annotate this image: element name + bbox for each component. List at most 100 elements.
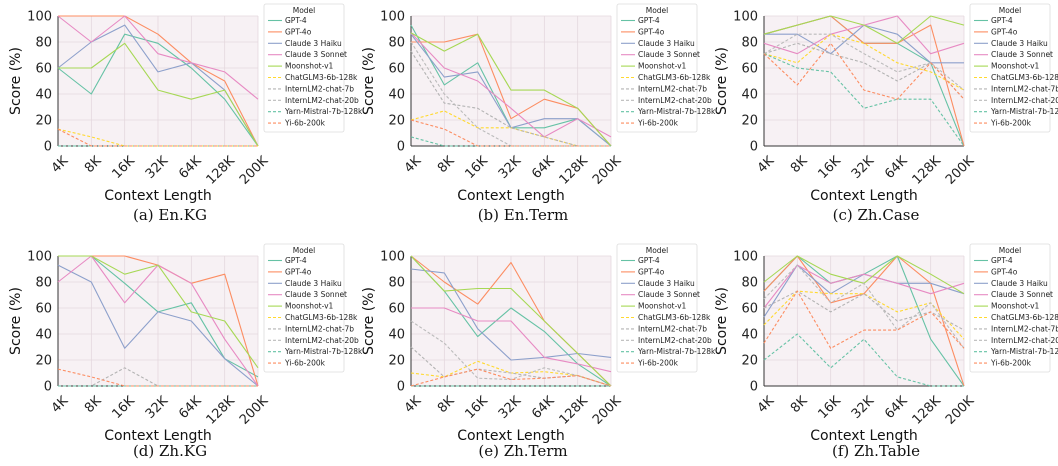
series-line-moonshot-v1 bbox=[410, 32, 612, 147]
legend-label-claude-3-sonnet: Claude 3 Sonnet bbox=[285, 290, 347, 299]
y-tick-label: 0 bbox=[750, 140, 758, 155]
legend-label-internlm2-chat-7b: InternLM2-chat-7b bbox=[285, 84, 354, 93]
legend-title: Model bbox=[293, 6, 316, 15]
legend-label-chatglm3-6b-128k: ChatGLM3-6b-128k bbox=[991, 313, 1058, 322]
legend-label-internlm2-chat-7b: InternLM2-chat-7b bbox=[638, 324, 707, 333]
series-line-yi-6b-200k bbox=[763, 42, 965, 100]
series-group bbox=[57, 255, 259, 387]
x-axis-title: Context Length bbox=[104, 188, 212, 204]
x-tick-label: 128K bbox=[910, 153, 945, 188]
series-line-yi-6b-200k bbox=[763, 290, 965, 349]
caption-zh-case: (c) Zh.Case bbox=[832, 206, 920, 224]
legend-label-claude-3-haiku: Claude 3 Haiku bbox=[991, 39, 1048, 48]
x-tick-label: 200K bbox=[237, 393, 272, 428]
y-tick-label: 80 bbox=[388, 276, 405, 291]
y-axis-title: Score (%) bbox=[361, 287, 377, 355]
x-tick-label: 16K bbox=[110, 393, 139, 422]
legend-label-gpt-4o: GPT-4o bbox=[991, 27, 1018, 36]
legend-label-gpt-4: GPT-4 bbox=[285, 16, 307, 25]
x-tick-label: 128K bbox=[557, 393, 592, 428]
y-tick-label: 0 bbox=[44, 140, 52, 155]
x-tick-label: 64K bbox=[882, 393, 911, 422]
series-line-yarn-mistral-7b-128k bbox=[763, 53, 965, 147]
legend-label-moonshot-v1: Moonshot-v1 bbox=[991, 302, 1040, 311]
y-tick-label: 60 bbox=[741, 302, 758, 317]
chart-zh-case: 0 20 40 60 80 100 4K 8K 16K 32K 64K 128K 200K Context… bbox=[714, 3, 1058, 204]
series-line-internlm2-chat-20b bbox=[763, 264, 965, 349]
x-axis-title: Context Length bbox=[457, 428, 565, 444]
series-line-internlm2-chat-7b bbox=[410, 50, 611, 147]
y-tick-label: 80 bbox=[35, 36, 52, 51]
legend-label-internlm2-chat-20b: InternLM2-chat-20b bbox=[638, 96, 712, 105]
legend-label-yarn-mistral-7b-128k: Yarn-Mistral-7b-128k bbox=[637, 347, 716, 356]
caption-en-kg: (a) En.KG bbox=[133, 206, 207, 224]
legend-title: Model bbox=[646, 246, 669, 255]
x-tick-label: 8K bbox=[82, 393, 105, 416]
legend-label-claude-3-haiku: Claude 3 Haiku bbox=[285, 279, 342, 288]
x-axis-title: Context Length bbox=[457, 188, 565, 204]
series-line-claude-3-sonnet bbox=[411, 307, 612, 373]
series-group bbox=[763, 255, 965, 387]
y-axis-title: Score (%) bbox=[8, 287, 24, 355]
x-tick-label: 16K bbox=[463, 393, 492, 422]
legend-label-yi-6b-200k: Yi-6b-200k bbox=[284, 119, 326, 128]
y-axis-title: Score (%) bbox=[714, 287, 730, 355]
series-line-yi-6b-200k bbox=[410, 368, 612, 387]
legend-label-yarn-mistral-7b-128k: Yarn-Mistral-7b-128k bbox=[637, 107, 716, 116]
y-tick-label: 40 bbox=[741, 88, 758, 103]
x-tick-label: 16K bbox=[816, 153, 845, 182]
legend-label-yi-6b-200k: Yi-6b-200k bbox=[990, 359, 1032, 368]
y-tick-label: 60 bbox=[388, 62, 405, 77]
y-tick-label: 20 bbox=[388, 114, 405, 129]
legend-label-chatglm3-6b-128k: ChatGLM3-6b-128k bbox=[991, 73, 1058, 82]
y-tick-label: 40 bbox=[741, 328, 758, 343]
legend-label-claude-3-sonnet: Claude 3 Sonnet bbox=[638, 290, 700, 299]
y-tick-label: 40 bbox=[35, 328, 52, 343]
series-line-moonshot-v1 bbox=[410, 255, 612, 387]
y-tick-label: 100 bbox=[733, 250, 758, 265]
legend-label-claude-3-sonnet: Claude 3 Sonnet bbox=[991, 290, 1053, 299]
x-tick-label: 16K bbox=[463, 153, 492, 182]
series-line-yi-6b-200k bbox=[57, 368, 258, 387]
legend-label-yarn-mistral-7b-128k: Yarn-Mistral-7b-128k bbox=[284, 107, 363, 116]
legend-label-moonshot-v1: Moonshot-v1 bbox=[285, 302, 334, 311]
x-tick-label: 4K bbox=[755, 153, 778, 176]
series-line-claude-3-haiku bbox=[57, 264, 259, 387]
series-line-moonshot-v1 bbox=[763, 15, 965, 44]
legend-box bbox=[616, 243, 698, 373]
legend-label-claude-3-haiku: Claude 3 Haiku bbox=[991, 279, 1048, 288]
legend-label-chatglm3-6b-128k: ChatGLM3-6b-128k bbox=[285, 73, 358, 82]
series-line-moonshot-v1 bbox=[58, 255, 259, 369]
y-tick-label: 60 bbox=[35, 62, 52, 77]
series-line-yarn-mistral-7b-128k bbox=[763, 333, 964, 387]
y-tick-label: 40 bbox=[35, 88, 52, 103]
y-axis-title: Score (%) bbox=[8, 47, 24, 115]
legend-label-claude-3-haiku: Claude 3 Haiku bbox=[638, 39, 695, 48]
x-tick-label: 200K bbox=[590, 393, 625, 428]
x-tick-label: 64K bbox=[176, 393, 205, 422]
y-tick-label: 60 bbox=[741, 62, 758, 77]
legend-label-gpt-4: GPT-4 bbox=[991, 256, 1013, 265]
legend-label-gpt-4: GPT-4 bbox=[638, 16, 660, 25]
y-tick-label: 80 bbox=[741, 276, 758, 291]
chart-en-kg: 0 20 40 60 80 100 4K 8K 16K 32K 64K 128K 200K Context… bbox=[8, 3, 363, 204]
legend-label-internlm2-chat-20b: InternLM2-chat-20b bbox=[991, 336, 1058, 345]
legend-label-internlm2-chat-20b: InternLM2-chat-20b bbox=[638, 336, 712, 345]
x-tick-label: 16K bbox=[816, 393, 845, 422]
y-tick-label: 80 bbox=[35, 276, 52, 291]
x-tick-label: 64K bbox=[882, 153, 911, 182]
legend-label-moonshot-v1: Moonshot-v1 bbox=[638, 62, 687, 71]
legend-box bbox=[969, 243, 1051, 373]
x-tick-label: 64K bbox=[529, 153, 558, 182]
x-tick-label: 8K bbox=[82, 153, 105, 176]
legend-title: Model bbox=[293, 246, 316, 255]
legend-title: Model bbox=[646, 6, 669, 15]
x-tick-label: 32K bbox=[496, 393, 525, 422]
legend-box bbox=[263, 3, 345, 133]
x-tick-label: 200K bbox=[943, 393, 978, 428]
series-line-yi-6b-200k bbox=[410, 119, 611, 147]
y-tick-label: 60 bbox=[388, 302, 405, 317]
